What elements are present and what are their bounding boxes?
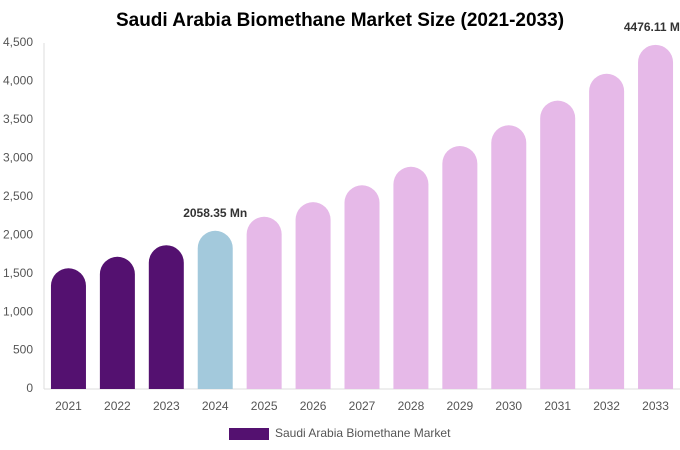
x-tick-label: 2032 (593, 399, 620, 413)
y-tick-label: 2,500 (3, 189, 33, 203)
x-tick-label: 2033 (642, 399, 669, 413)
x-tick-label: 2030 (495, 399, 522, 413)
y-tick-label: 500 (13, 343, 33, 357)
y-tick-label: 3,500 (3, 112, 33, 126)
x-tick-label: 2024 (202, 399, 229, 413)
bar (148, 245, 184, 389)
bar (540, 100, 576, 390)
x-tick-label: 2021 (55, 399, 82, 413)
bar (197, 230, 233, 389)
x-tick-label: 2028 (398, 399, 425, 413)
bar (638, 44, 674, 389)
x-tick-label: 2029 (446, 399, 473, 413)
y-tick-label: 2,000 (3, 227, 33, 241)
bar (246, 216, 282, 389)
x-tick-label: 2022 (104, 399, 131, 413)
x-tick-label: 2025 (251, 399, 278, 413)
y-tick-label: 1,000 (3, 304, 33, 318)
legend-label: Saudi Arabia Biomethane Market (275, 426, 451, 440)
y-tick-label: 1,500 (3, 266, 33, 280)
x-tick-label: 2026 (300, 399, 327, 413)
y-tick-label: 4,000 (3, 74, 33, 88)
chart-title: Saudi Arabia Biomethane Market Size (202… (116, 10, 564, 31)
value-label: 2058.35 Mn (183, 206, 247, 220)
bar (295, 202, 331, 389)
x-tick-label: 2031 (544, 399, 571, 413)
x-tick-label: 2027 (349, 399, 376, 413)
value-label: 4476.11 Mn (624, 20, 680, 34)
y-tick-label: 3,000 (3, 151, 33, 165)
y-tick-label: 4,500 (3, 35, 33, 49)
x-tick-label: 2023 (153, 399, 180, 413)
bar (99, 256, 135, 389)
bar (50, 268, 86, 389)
bar (442, 146, 478, 389)
bar (589, 73, 625, 389)
bar (491, 125, 527, 390)
y-tick-label: 0 (26, 381, 33, 395)
bar (344, 185, 380, 389)
legend-swatch (229, 428, 269, 440)
bar (393, 166, 429, 389)
